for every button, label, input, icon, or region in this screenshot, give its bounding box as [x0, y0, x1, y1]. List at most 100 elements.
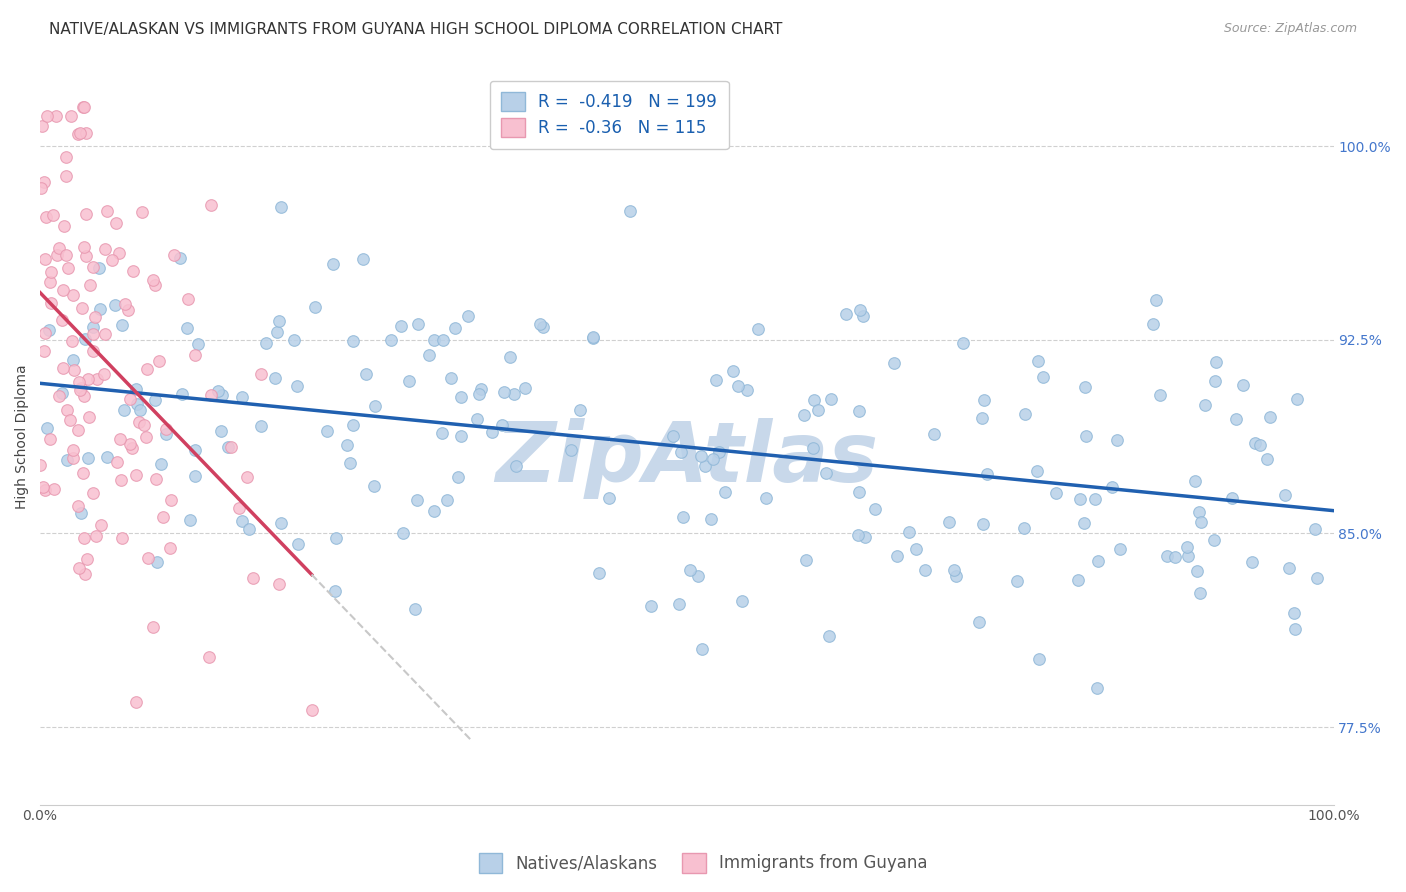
Text: Source: ZipAtlas.com: Source: ZipAtlas.com: [1223, 22, 1357, 36]
Point: [231, 390, 253, 404]
Point: [793, 408, 815, 422]
Point: [136, 362, 159, 376]
Point: [128, 415, 150, 429]
Point: [499, 350, 522, 364]
Point: [73, 566, 96, 581]
Point: [30, 181, 52, 195]
Point: [73, 389, 96, 403]
Point: [1278, 561, 1301, 575]
Point: [34, 252, 56, 266]
Point: [820, 392, 842, 406]
Point: [835, 307, 858, 321]
Point: [852, 310, 875, 324]
Point: [380, 334, 402, 348]
Point: [336, 438, 359, 452]
Point: [264, 371, 287, 385]
Point: [187, 337, 209, 351]
Point: [704, 373, 727, 387]
Point: [235, 470, 257, 484]
Point: [467, 387, 489, 401]
Point: [863, 502, 886, 516]
Point: [87, 261, 110, 276]
Point: [1087, 554, 1109, 568]
Point: [125, 382, 148, 396]
Point: [1014, 407, 1036, 421]
Point: [267, 577, 290, 591]
Point: [84, 529, 107, 543]
Point: [1282, 607, 1305, 621]
Point: [82, 486, 104, 500]
Point: [1069, 492, 1091, 507]
Point: [316, 424, 339, 438]
Point: [184, 468, 207, 483]
Point: [848, 302, 870, 317]
Point: [1074, 380, 1097, 394]
Point: [1205, 355, 1227, 369]
Point: [323, 584, 346, 599]
Point: [735, 383, 758, 397]
Point: [131, 205, 153, 219]
Point: [72, 301, 94, 316]
Point: [30, 458, 52, 472]
Point: [266, 325, 288, 339]
Point: [142, 273, 165, 287]
Point: [945, 569, 967, 583]
Point: [73, 332, 96, 346]
Point: [721, 364, 744, 378]
Point: [598, 491, 620, 506]
Point: [1284, 622, 1306, 636]
Point: [34, 326, 56, 340]
Point: [444, 321, 467, 335]
Point: [32, 175, 55, 189]
Point: [668, 597, 690, 611]
Point: [270, 516, 292, 530]
Point: [1073, 516, 1095, 530]
Point: [714, 485, 737, 500]
Point: [432, 425, 454, 440]
Point: [219, 440, 242, 454]
Point: [1189, 586, 1212, 600]
Point: [492, 384, 515, 399]
Point: [250, 367, 273, 381]
Point: [55, 452, 77, 467]
Point: [325, 531, 347, 545]
Point: [503, 387, 526, 401]
Point: [110, 474, 132, 488]
Point: [42, 208, 65, 222]
Point: [136, 550, 159, 565]
Point: [898, 525, 921, 540]
Point: [1274, 488, 1296, 502]
Point: [79, 410, 101, 425]
Point: [707, 444, 730, 458]
Point: [105, 216, 128, 230]
Point: [491, 417, 513, 432]
Point: [405, 493, 427, 508]
Point: [803, 392, 825, 407]
Point: [1303, 522, 1326, 536]
Point: [207, 384, 229, 399]
Y-axis label: High School Diploma: High School Diploma: [15, 364, 30, 508]
Point: [73, 240, 96, 254]
Point: [63, 363, 86, 377]
Point: [62, 443, 84, 458]
Point: [143, 278, 166, 293]
Point: [238, 522, 260, 536]
Point: [432, 333, 454, 347]
Point: [118, 392, 141, 406]
Point: [96, 450, 118, 464]
Point: [75, 207, 97, 221]
Point: [1142, 318, 1164, 332]
Point: [94, 326, 117, 341]
Point: [1028, 652, 1050, 666]
Point: [689, 450, 711, 464]
Point: [1026, 353, 1049, 368]
Point: [249, 419, 271, 434]
Point: [914, 563, 936, 577]
Point: [62, 450, 84, 465]
Point: [322, 257, 344, 271]
Point: [450, 428, 472, 442]
Point: [177, 292, 200, 306]
Point: [669, 445, 692, 459]
Point: [67, 127, 90, 141]
Point: [363, 479, 385, 493]
